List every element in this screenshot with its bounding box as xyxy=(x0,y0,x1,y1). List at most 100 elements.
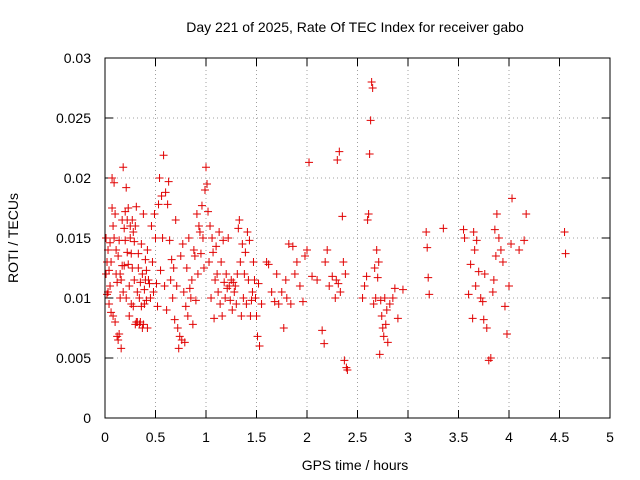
data-point xyxy=(131,222,140,230)
data-point xyxy=(127,249,136,258)
data-point xyxy=(171,216,180,224)
y-tick-label: 0.02 xyxy=(64,170,91,186)
data-point xyxy=(500,302,509,311)
data-point xyxy=(247,296,256,305)
data-point xyxy=(343,366,352,374)
data-point xyxy=(124,204,133,212)
data-point xyxy=(328,272,337,281)
x-tick-label: 2.5 xyxy=(348,429,368,445)
data-point xyxy=(134,249,143,258)
data-point xyxy=(478,297,487,306)
x-tick-label: 1 xyxy=(202,429,210,445)
data-point xyxy=(332,276,341,284)
data-point xyxy=(338,212,347,221)
data-point xyxy=(365,150,374,158)
data-point xyxy=(367,78,376,86)
data-point xyxy=(255,342,264,350)
data-point xyxy=(233,270,242,278)
data-point xyxy=(472,236,481,245)
data-point xyxy=(164,177,173,186)
data-point xyxy=(106,282,115,290)
data-point xyxy=(358,294,367,302)
data-point xyxy=(185,284,194,293)
data-point xyxy=(191,296,200,305)
data-point xyxy=(107,258,116,266)
data-point xyxy=(502,330,511,338)
data-point xyxy=(203,180,212,188)
data-point xyxy=(125,282,134,290)
data-point xyxy=(113,278,122,287)
y-axis-label: ROTI / TECUs xyxy=(5,193,21,283)
data-point xyxy=(214,288,223,296)
data-point xyxy=(111,210,120,218)
data-point xyxy=(476,294,485,302)
data-point xyxy=(156,266,165,275)
x-tick-label: 5 xyxy=(606,429,614,445)
data-point xyxy=(323,246,332,254)
data-point xyxy=(241,248,250,257)
data-point xyxy=(248,288,257,296)
data-point xyxy=(144,276,153,284)
data-point xyxy=(117,344,126,353)
data-point xyxy=(486,354,495,362)
data-point xyxy=(180,338,189,347)
data-point xyxy=(122,294,131,302)
data-point xyxy=(109,222,118,230)
data-point xyxy=(333,156,342,164)
data-point xyxy=(197,201,206,210)
data-point xyxy=(303,246,311,254)
data-point xyxy=(196,249,205,258)
data-point xyxy=(267,288,276,296)
plot-frame xyxy=(104,57,611,419)
data-point xyxy=(371,294,380,302)
data-point xyxy=(286,300,295,308)
data-point xyxy=(424,273,433,282)
data-point xyxy=(136,278,145,287)
x-tick-label: 0 xyxy=(101,429,109,445)
data-point xyxy=(341,270,350,278)
data-point xyxy=(128,216,137,224)
data-point xyxy=(336,288,345,296)
data-point xyxy=(148,258,157,266)
data-point xyxy=(219,236,228,245)
data-point xyxy=(471,282,480,290)
data-point xyxy=(379,332,388,341)
data-point xyxy=(165,236,174,245)
x-tick-label: 0.5 xyxy=(146,429,166,445)
data-point xyxy=(459,225,468,234)
data-point xyxy=(318,326,327,335)
data-point xyxy=(369,300,378,308)
data-point xyxy=(249,258,258,266)
data-point xyxy=(321,258,330,266)
data-point xyxy=(200,186,209,194)
data-point xyxy=(470,246,479,254)
data-point xyxy=(108,174,117,182)
data-point xyxy=(120,261,129,270)
data-point xyxy=(114,252,123,260)
x-axis-label: GPS time / hours xyxy=(302,457,409,473)
data-point xyxy=(212,242,221,251)
data-point xyxy=(488,288,497,296)
data-point xyxy=(193,270,202,278)
data-point xyxy=(422,228,431,236)
data-point xyxy=(334,279,343,288)
data-point xyxy=(198,234,207,242)
data-point xyxy=(206,222,215,230)
data-point xyxy=(211,276,220,284)
data-point xyxy=(190,252,199,260)
data-point xyxy=(142,266,151,275)
data-point xyxy=(137,240,146,248)
data-point xyxy=(496,246,505,254)
data-point xyxy=(178,240,187,248)
data-point xyxy=(105,300,114,308)
data-point xyxy=(132,202,141,211)
data-point xyxy=(184,234,193,242)
data-point xyxy=(325,282,334,290)
data-point xyxy=(376,296,385,305)
x-tick-label: 3 xyxy=(404,429,412,445)
data-point xyxy=(216,300,225,308)
data-point xyxy=(383,338,392,347)
data-point xyxy=(150,210,159,218)
